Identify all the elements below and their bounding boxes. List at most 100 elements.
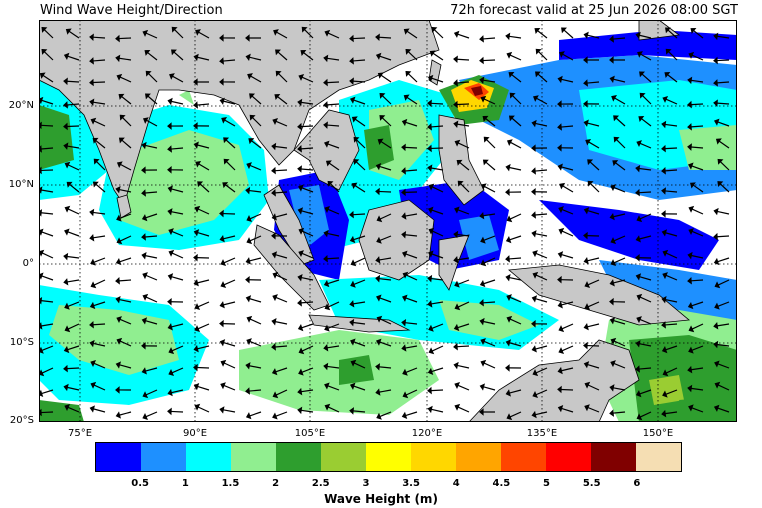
wind-arrow-head — [610, 259, 617, 267]
wind-arrow-head — [118, 137, 125, 144]
wind-arrow — [535, 345, 548, 350]
wind-arrow — [563, 29, 574, 39]
wind-arrow-head — [584, 404, 590, 412]
wind-arrow — [639, 213, 652, 220]
wind-arrow — [277, 96, 288, 105]
colorbar-segment — [96, 443, 141, 471]
wind-arrow-head — [609, 297, 614, 306]
wind-arrow — [640, 53, 652, 61]
wind-arrow-head — [454, 382, 461, 389]
wind-arrow — [93, 235, 106, 239]
wind-arrow — [379, 341, 392, 347]
wind-arrow-head — [483, 136, 490, 143]
wind-arrow-head — [405, 48, 412, 55]
wind-arrow-head — [531, 167, 536, 175]
wind-arrow-head — [479, 211, 485, 220]
wind-arrow-head — [401, 212, 407, 220]
wind-arrow — [381, 117, 392, 127]
wind-arrow-head — [506, 294, 512, 302]
wind-arrow-head — [688, 404, 694, 412]
wind-arrow-head — [535, 71, 541, 78]
wind-arrow-head — [350, 280, 356, 288]
wind-arrow-head — [531, 320, 536, 328]
wind-arrow — [665, 252, 678, 259]
wind-arrow — [716, 59, 730, 62]
wind-arrow-head — [610, 237, 617, 245]
wind-arrow — [587, 279, 600, 286]
wind-arrow-head — [636, 293, 643, 301]
wind-arrow — [535, 298, 548, 303]
wind-arrow-head — [429, 50, 436, 57]
wind-arrow — [667, 29, 678, 39]
wind-arrow — [717, 257, 730, 263]
wind-arrow-head — [661, 167, 666, 175]
wind-arrow-head — [115, 258, 122, 266]
wind-arrow — [613, 78, 626, 83]
wind-arrow-head — [377, 72, 384, 79]
wind-arrow-head — [171, 49, 177, 56]
wind-arrow — [509, 54, 522, 61]
wind-arrow-head — [349, 407, 354, 415]
wind-arrow-head — [297, 299, 302, 307]
wind-arrow-head — [609, 384, 615, 392]
wind-arrow — [406, 30, 418, 39]
wind-arrow — [457, 301, 470, 308]
wind-arrow — [431, 277, 444, 281]
wind-arrow — [145, 320, 158, 325]
wind-arrow-head — [661, 120, 667, 129]
wind-arrow-head — [219, 406, 225, 414]
wind-arrow-head — [301, 26, 308, 33]
wind-arrow-head — [583, 341, 588, 350]
wind-arrow-head — [271, 189, 276, 197]
wind-arrow-head — [219, 319, 224, 328]
wind-arrow — [483, 213, 496, 217]
wind-arrow — [173, 51, 184, 61]
wind-arrow — [665, 389, 678, 395]
wind-arrow — [327, 57, 340, 61]
wind-arrow-head — [610, 184, 616, 192]
wind-arrow-head — [223, 137, 230, 144]
wind-arrow — [275, 213, 288, 218]
wind-arrow-head — [506, 215, 513, 223]
wind-arrow-head — [583, 231, 588, 240]
wind-arrow — [717, 121, 730, 127]
lat-label-20s: 20°S — [9, 415, 34, 426]
wind-arrow — [613, 279, 626, 284]
wind-arrow-head — [505, 255, 510, 263]
wind-arrow-head — [662, 272, 668, 280]
wind-arrow-head — [193, 229, 200, 237]
wind-arrow — [719, 161, 730, 171]
wind-arrow-head — [427, 99, 432, 108]
wind-arrow — [381, 95, 392, 105]
wind-arrow — [378, 36, 392, 39]
wind-arrow — [430, 102, 444, 105]
wind-arrow-head — [220, 382, 226, 390]
wind-arrow-head — [168, 347, 175, 355]
wind-arrow — [482, 59, 496, 62]
wind-arrow — [587, 257, 600, 262]
wind-arrow — [405, 367, 418, 374]
wind-arrow — [431, 167, 444, 171]
wind-arrow — [639, 235, 652, 240]
wind-arrow — [300, 168, 314, 171]
wind-arrow — [616, 139, 626, 149]
wind-arrow-head — [144, 49, 151, 56]
wind-arrow — [120, 163, 132, 171]
wind-arrow — [509, 389, 522, 394]
wind-arrow-head — [637, 51, 643, 58]
wind-arrow — [379, 55, 392, 61]
wind-arrow-head — [220, 359, 227, 367]
wind-arrow — [352, 213, 366, 216]
wind-arrow — [119, 364, 132, 369]
wind-arrow-head — [584, 303, 591, 311]
wind-arrow — [300, 301, 314, 304]
wind-arrow-head — [93, 158, 100, 165]
wind-arrow-head — [298, 368, 304, 376]
wind-arrow-head — [687, 251, 693, 260]
wind-arrow-head — [561, 27, 567, 34]
wind-arrow — [174, 29, 184, 39]
wind-arrow — [66, 80, 80, 83]
wind-arrow — [483, 279, 496, 285]
wind-arrow-head — [63, 278, 69, 286]
wind-arrow — [717, 301, 730, 307]
